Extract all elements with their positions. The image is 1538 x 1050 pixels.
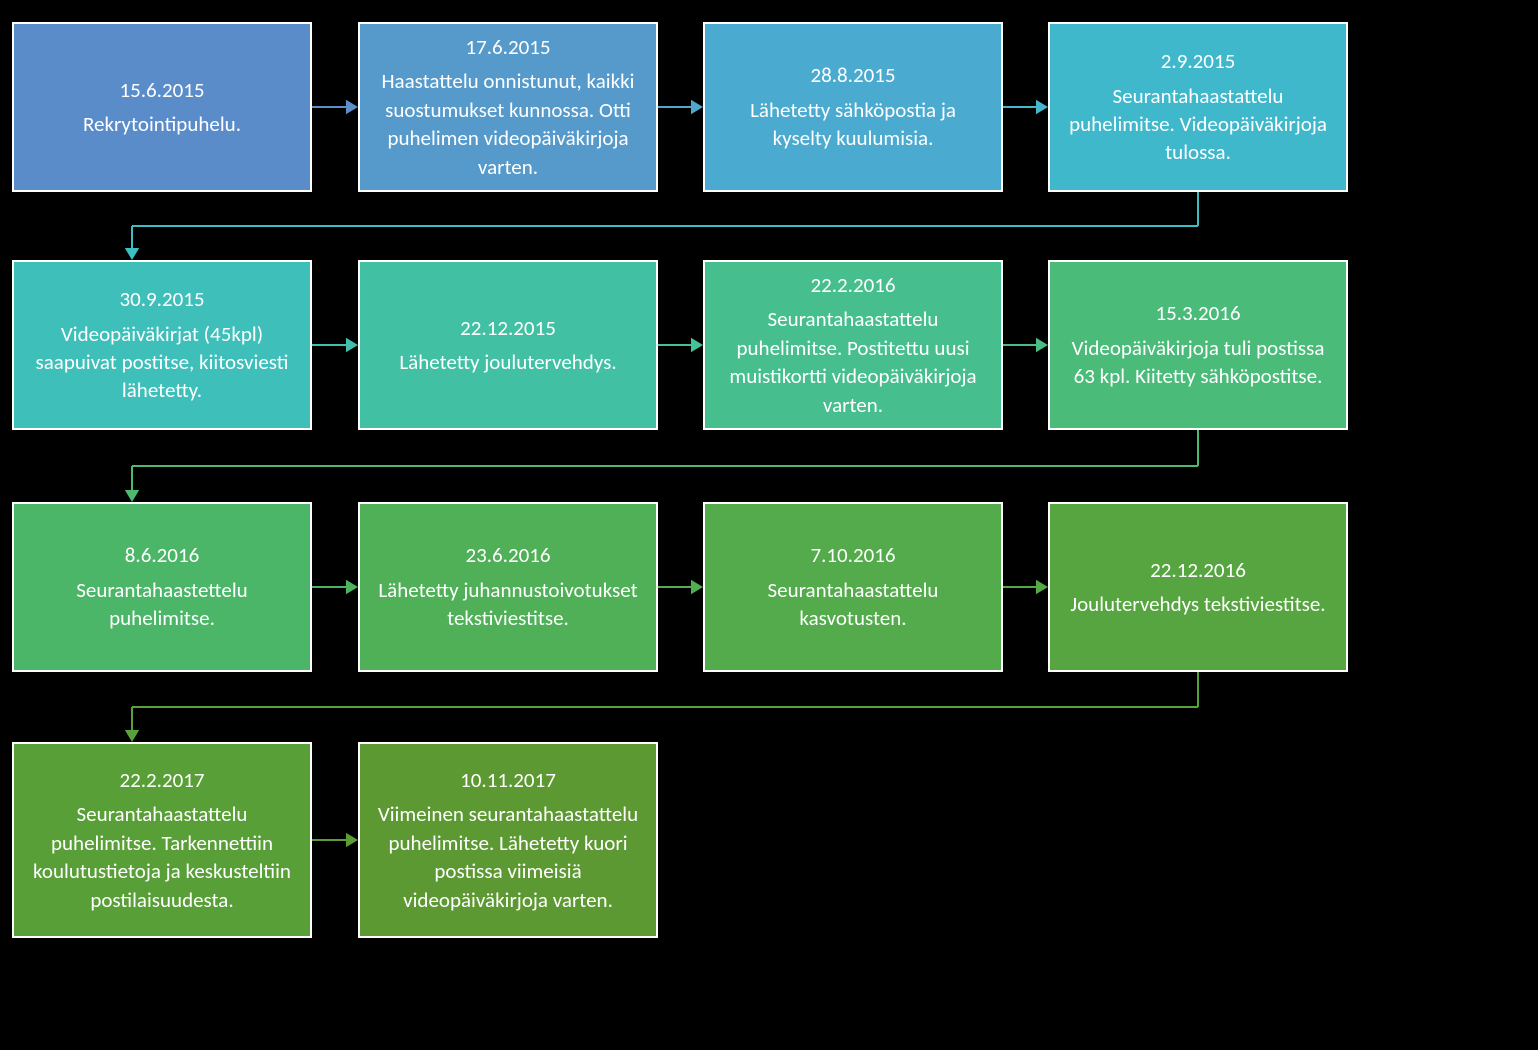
flow-node-date: 22.2.2016	[810, 271, 895, 299]
flow-node-date: 22.12.2015	[460, 314, 556, 342]
flow-node: 23.6.2016 Lähetetty juhannustoivotukset t…	[358, 502, 658, 672]
flow-node-date: 22.12.2016	[1150, 556, 1246, 584]
flow-node-text: Seurantahaastattelu puhelimitse. Postite…	[719, 305, 987, 418]
flow-node-text: Videopäiväkirjoja tuli postissa 63 kpl. …	[1064, 334, 1332, 391]
flow-node-text: Lähetetty sähköpostia ja kyselty kuulumi…	[719, 96, 987, 153]
flow-node-date: 17.6.2015	[465, 33, 550, 61]
flow-node: 22.2.2016 Seurantahaastattelu puhelimitse…	[703, 260, 1003, 430]
flow-node: 15.3.2016 Videopäiväkirjoja tuli postissa…	[1048, 260, 1348, 430]
flow-node: 7.10.2016 Seurantahaastattelu kasvotusten…	[703, 502, 1003, 672]
flow-node: 22.2.2017 Seurantahaastattelu puhelimitse…	[12, 742, 312, 938]
flow-node-date: 10.11.2017	[460, 766, 556, 794]
flow-node: 17.6.2015 Haastattelu onnistunut, kaikki …	[358, 22, 658, 192]
flow-node-text: Seurantahaastattelu puhelimitse. Videopä…	[1064, 82, 1332, 167]
flow-node-date: 30.9.2015	[119, 285, 204, 313]
flow-node: 22.12.2016 Joulutervehdys tekstiviestitse…	[1048, 502, 1348, 672]
flow-node-date: 8.6.2016	[125, 541, 199, 569]
flow-node: 2.9.2015 Seurantahaastattelu puhelimitse.…	[1048, 22, 1348, 192]
flow-node-text: Seurantahaastattelu puhelimitse. Tarkenn…	[28, 800, 296, 913]
flow-node: 8.6.2016 Seurantahaastettelu puhelimitse.	[12, 502, 312, 672]
flow-node-text: Viimeinen seurantahaastattelu puhelimits…	[374, 800, 642, 913]
flow-node-text: Lähetetty joulutervehdys.	[399, 348, 616, 376]
flow-node: 15.6.2015 Rekrytointipuhelu.	[12, 22, 312, 192]
flow-node-date: 15.6.2015	[119, 76, 204, 104]
flow-node-date: 7.10.2016	[810, 541, 895, 569]
flow-node-text: Seurantahaastattelu kasvotusten.	[719, 576, 987, 633]
flow-node-date: 22.2.2017	[119, 766, 204, 794]
flow-node-date: 23.6.2016	[465, 541, 550, 569]
flow-node: 30.9.2015 Videopäiväkirjat (45kpl) saapui…	[12, 260, 312, 430]
flow-node-text: Haastattelu onnistunut, kaikki suostumuk…	[374, 67, 642, 180]
flow-node-text: Rekrytointipuhelu.	[83, 110, 241, 138]
flow-node: 28.8.2015 Lähetetty sähköpostia ja kyselt…	[703, 22, 1003, 192]
flow-node-text: Videopäiväkirjat (45kpl) saapuivat posti…	[28, 320, 296, 405]
flow-node-date: 2.9.2015	[1161, 47, 1235, 75]
flow-node-date: 15.3.2016	[1155, 299, 1240, 327]
flow-node: 10.11.2017 Viimeinen seurantahaastattelu …	[358, 742, 658, 938]
flow-node-text: Joulutervehdys tekstiviestitse.	[1070, 590, 1325, 618]
flow-node-text: Seurantahaastettelu puhelimitse.	[28, 576, 296, 633]
flow-node: 22.12.2015 Lähetetty joulutervehdys.	[358, 260, 658, 430]
flow-node-text: Lähetetty juhannustoivotukset tekstivies…	[374, 576, 642, 633]
flow-node-date: 28.8.2015	[810, 61, 895, 89]
